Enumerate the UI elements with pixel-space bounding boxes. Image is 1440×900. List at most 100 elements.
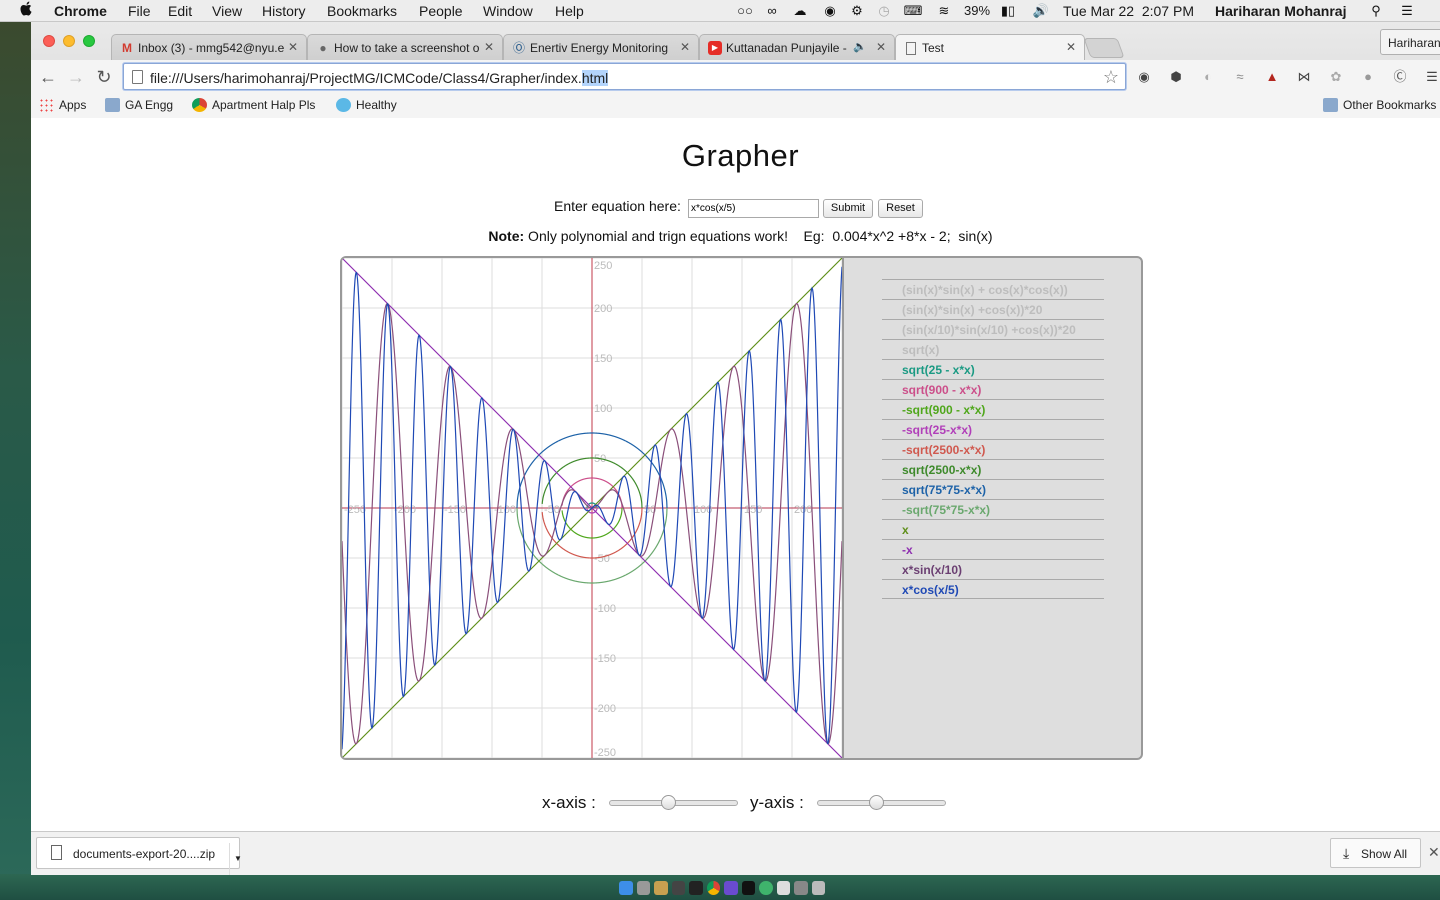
equation-list-item[interactable]: sqrt(2500-x*x): [882, 459, 1104, 479]
equation-list-item[interactable]: x*sin(x/10): [882, 559, 1104, 579]
preview-icon[interactable]: [776, 881, 790, 895]
equation-list-item[interactable]: -sqrt(2500-x*x): [882, 439, 1104, 459]
apple-menu-icon[interactable]: [18, 1, 34, 19]
forward-arrow-icon[interactable]: →: [67, 67, 85, 87]
disk-icon[interactable]: ◉: [824, 2, 836, 18]
volume-icon[interactable]: 🔊: [1032, 2, 1050, 18]
battery-icon[interactable]: ▮▯: [1000, 2, 1016, 18]
menu-app-name[interactable]: Chrome: [54, 3, 107, 19]
equation-list-item[interactable]: sqrt(x): [882, 339, 1104, 359]
equation-list-item[interactable]: -sqrt(900 - x*x): [882, 399, 1104, 419]
audio-playing-icon[interactable]: 🔈: [853, 41, 867, 53]
new-tab-button[interactable]: [1083, 38, 1125, 58]
app-icon[interactable]: [654, 881, 668, 895]
spotify-icon[interactable]: [759, 881, 773, 895]
close-window-button[interactable]: [43, 35, 55, 47]
extension-bowtie-icon[interactable]: ⋈: [1297, 69, 1311, 84]
menu-window[interactable]: Window: [483, 3, 533, 19]
tab-enertiv[interactable]: Ⓞ Enertiv Energy Monitoring ✕: [503, 34, 699, 60]
menu-file[interactable]: File: [128, 3, 151, 19]
bookmark-apps[interactable]: Apps: [39, 98, 86, 112]
equation-list-item[interactable]: -x: [882, 539, 1104, 559]
close-downloads-icon[interactable]: ✕: [1428, 844, 1440, 860]
infinity-icon[interactable]: ∞: [767, 3, 777, 18]
zoom-window-button[interactable]: [83, 35, 95, 47]
url-text[interactable]: file:///Users/harimohanraj/ProjectMG/ICM…: [150, 70, 609, 86]
equation-list-item[interactable]: sqrt(900 - x*x): [882, 379, 1104, 399]
wifi-icon[interactable]: ≋: [938, 2, 950, 18]
download-item[interactable]: documents-export-20....zip ▼: [36, 837, 242, 875]
menu-people[interactable]: People: [419, 3, 463, 19]
extension-toggle-icon[interactable]: ◐: [1204, 69, 1212, 84]
menu-view[interactable]: View: [212, 3, 243, 19]
spotlight-search-icon[interactable]: ⚲: [1371, 2, 1381, 18]
equation-list-item[interactable]: x*cos(x/5): [882, 579, 1104, 599]
launchpad-icon[interactable]: [636, 881, 650, 895]
glasses-icon[interactable]: ○○: [737, 3, 753, 18]
profile-button[interactable]: Hariharan: [1380, 29, 1440, 55]
extension-leaf-icon[interactable]: ✿: [1330, 69, 1342, 84]
reset-button[interactable]: Reset: [878, 199, 923, 218]
extension-c-icon[interactable]: Ⓒ: [1393, 69, 1407, 84]
tab-close-icon[interactable]: ✕: [483, 40, 494, 54]
x-axis-slider-thumb[interactable]: [661, 795, 677, 810]
star-app-icon[interactable]: [724, 881, 738, 895]
y-axis-slider-thumb[interactable]: [869, 795, 885, 810]
tab-screenshot-article[interactable]: ● How to take a screenshot o ✕: [307, 34, 503, 60]
equation-input[interactable]: [688, 199, 819, 218]
address-bar[interactable]: file:///Users/harimohanraj/ProjectMG/ICM…: [123, 63, 1126, 90]
tab-close-icon[interactable]: ✕: [875, 40, 886, 54]
folder-dock-icon[interactable]: [794, 881, 808, 895]
notification-center-icon[interactable]: ☰: [1401, 2, 1413, 18]
tab-close-icon[interactable]: ✕: [287, 40, 298, 54]
x-axis-slider[interactable]: [609, 795, 738, 810]
reload-icon[interactable]: ↻: [96, 67, 112, 87]
equation-list-item[interactable]: sqrt(25 - x*x): [882, 359, 1104, 379]
equation-list-item[interactable]: x: [882, 519, 1104, 539]
minimize-window-button[interactable]: [63, 35, 75, 47]
graph-canvas[interactable]: -250 -200 -150 -100 -50 50 100 150 200 250 200 150 1…: [340, 256, 844, 760]
menu-bookmarks[interactable]: Bookmarks: [327, 3, 398, 19]
settings-icon[interactable]: ⚙: [851, 2, 863, 18]
bookmark-ga-engg[interactable]: GA Engg: [105, 98, 173, 112]
menu-help[interactable]: Help: [555, 3, 584, 19]
equation-list-item[interactable]: sqrt(75*75-x*x): [882, 479, 1104, 499]
cloud-icon[interactable]: ☁: [793, 2, 807, 18]
chrome-menu-icon[interactable]: ☰: [1426, 69, 1438, 84]
trash-icon[interactable]: [811, 881, 825, 895]
equation-list-item[interactable]: (sin(x)*sin(x) + cos(x)*cos(x)): [882, 279, 1104, 299]
equation-list-item[interactable]: -sqrt(25-x*x): [882, 419, 1104, 439]
time-machine-icon[interactable]: ◷: [878, 2, 890, 18]
tab-test-active[interactable]: Test ✕: [895, 34, 1085, 60]
terminal-icon[interactable]: [741, 881, 755, 895]
tab-gmail[interactable]: M Inbox (3) - mmg542@nyu.e ✕: [111, 34, 307, 60]
bookmark-star-icon[interactable]: ☆: [1102, 67, 1119, 87]
equation-list-item[interactable]: (sin(x/10)*sin(x/10) +cos(x))*20: [882, 319, 1104, 339]
tab-close-icon[interactable]: ✕: [1065, 40, 1076, 54]
tab-close-icon[interactable]: ✕: [679, 40, 690, 54]
menubar-user[interactable]: Hariharan Mohanraj: [1215, 3, 1347, 19]
show-all-button[interactable]: ⤓ Show All: [1330, 838, 1421, 868]
keyboard-icon[interactable]: ⌨: [903, 2, 923, 18]
finder-icon[interactable]: [619, 881, 633, 895]
equation-list-item[interactable]: (sin(x)*sin(x) +cos(x))*20: [882, 299, 1104, 319]
menu-history[interactable]: History: [262, 3, 306, 19]
terminal-app-icon[interactable]: [671, 881, 685, 895]
extension-dot-icon[interactable]: ●: [1364, 69, 1372, 84]
bookmark-apartment[interactable]: Apartment Halp Pls: [192, 98, 315, 112]
back-arrow-icon[interactable]: ←: [39, 67, 57, 87]
bookmark-healthy[interactable]: Healthy: [336, 98, 397, 112]
extension-chart-icon[interactable]: ≈: [1236, 69, 1244, 84]
extension-shield-icon[interactable]: ◉: [1138, 69, 1150, 84]
menubar-clock[interactable]: Tue Mar 22 2:07 PM: [1063, 3, 1194, 19]
tab-youtube[interactable]: ▶ Kuttanadan Punjayile - 🔈 ✕: [699, 34, 895, 60]
bookmark-other[interactable]: Other Bookmarks: [1323, 98, 1436, 112]
menu-edit[interactable]: Edit: [168, 3, 193, 19]
download-menu-arrow-icon[interactable]: ▼: [229, 843, 246, 875]
submit-button[interactable]: Submit: [823, 199, 873, 218]
equation-list-item[interactable]: -sqrt(75*75-x*x): [882, 499, 1104, 519]
activity-icon[interactable]: [689, 881, 703, 895]
extension-hexagon-icon[interactable]: ⬢: [1170, 69, 1182, 84]
chrome-dock-icon[interactable]: [706, 881, 720, 895]
y-axis-slider[interactable]: [817, 795, 946, 810]
